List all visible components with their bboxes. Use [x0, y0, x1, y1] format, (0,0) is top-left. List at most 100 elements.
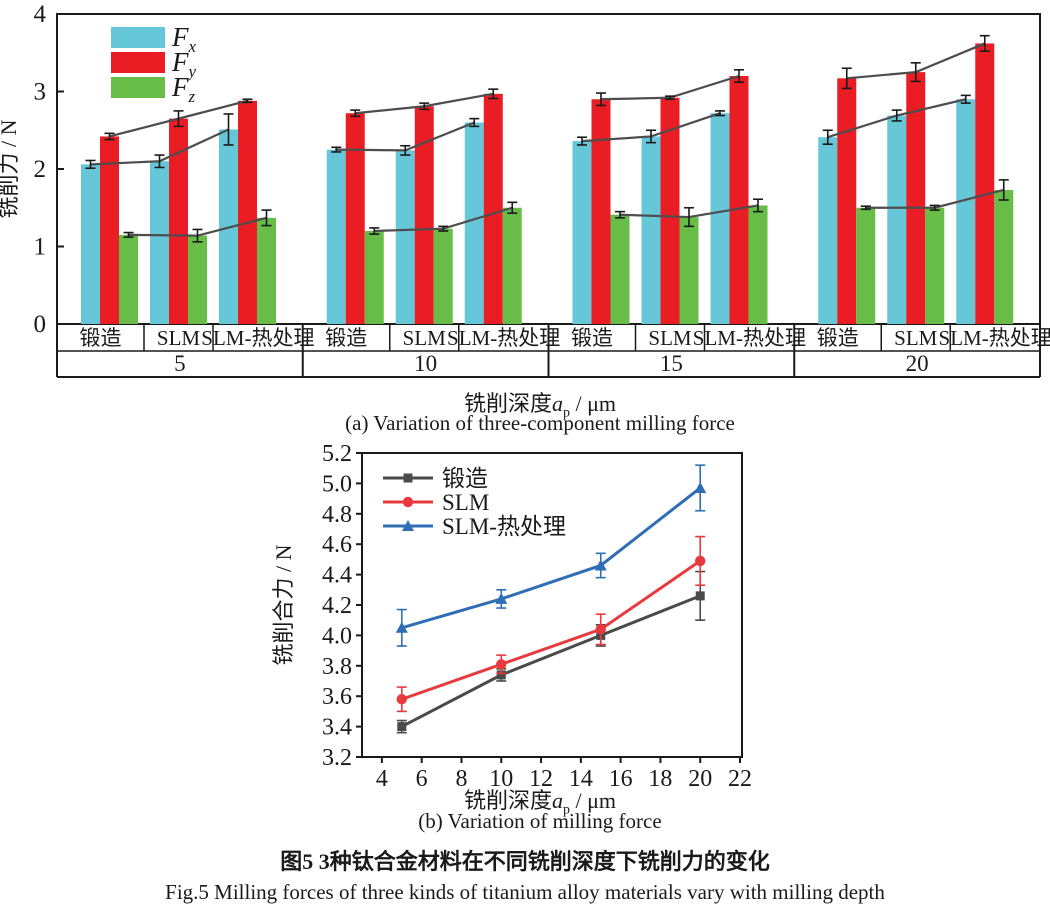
error-bar: [753, 198, 763, 213]
legend-swatch: [111, 27, 165, 48]
circle-marker: [396, 694, 407, 705]
error-bar: [261, 209, 272, 227]
x-tick-label: 16: [609, 766, 633, 792]
error-bar: [998, 179, 1009, 201]
chart-b-xlabel: 铣削深度ap / μm: [30, 783, 1050, 818]
error-bar: [419, 102, 430, 111]
bar-fz-depth10-m2: [502, 207, 522, 324]
square-marker: [403, 473, 413, 483]
error-bar: [369, 227, 380, 235]
y-tick-label: 2: [34, 156, 47, 183]
bar-fy-depth20-m1: [906, 72, 926, 324]
y-tick-label: 4.4: [322, 563, 352, 589]
bar-fx-depth20-m2: [956, 99, 976, 324]
error-bar: [400, 144, 411, 156]
error-bar: [242, 98, 253, 104]
y-tick-label: 5.2: [322, 445, 352, 467]
triangle-marker: [495, 592, 508, 604]
error-bar: [979, 34, 990, 53]
x-tick-label: 6: [416, 766, 428, 792]
material-label: SLM: [157, 326, 201, 350]
series-line: [401, 559, 702, 701]
triangle-marker: [402, 520, 414, 531]
bar-fx-depth5-m1: [150, 161, 169, 324]
error-bar: [684, 206, 694, 228]
bar-fz-depth20-m2: [994, 189, 1014, 324]
legend-label: SLM: [442, 490, 489, 515]
error-bar: [841, 67, 852, 90]
depth-label: 15: [660, 351, 683, 376]
bar-fx-depth15-m1: [641, 136, 661, 324]
triangle-marker: [594, 559, 607, 571]
bar-fz-depth15-m0: [610, 214, 630, 324]
error-bar: [192, 228, 203, 243]
legend-label: Fx: [171, 22, 197, 56]
error-bar: [646, 129, 656, 144]
error-bar: [223, 113, 234, 146]
y-tick-label: 3.2: [322, 745, 352, 771]
y-tick-label: 3: [34, 79, 47, 106]
square-marker: [496, 670, 506, 680]
series-circle: [396, 535, 706, 713]
x-tick-label: 8: [455, 766, 467, 792]
x-tick-label: 4: [376, 766, 388, 792]
error-bar: [577, 136, 587, 146]
line-chart-resultant-force: 4 6 8 10 12 14 16 18 20 22 3.2 3.4 3.6 3.8 4.0 4.2 4.4 4.…: [271, 445, 752, 792]
legend-label: Fy: [171, 47, 197, 81]
material-label: SLM-热处理: [693, 326, 806, 350]
circle-marker: [402, 496, 414, 508]
error-bar: [734, 69, 744, 83]
xlabel-variable: a: [551, 788, 563, 813]
error-bar: [860, 205, 871, 211]
bar-fy-depth5-m1: [169, 118, 188, 324]
xlabel-subscript: p: [562, 802, 570, 818]
y-tick-label: 3.8: [322, 654, 352, 680]
material-label: SLM: [894, 326, 938, 350]
material-label: SLM-热处理: [447, 326, 560, 350]
bar-fz-depth10-m0: [364, 231, 384, 324]
depth-label: 10: [414, 351, 437, 376]
circle-marker: [695, 555, 706, 567]
figure-caption-english: Fig.5 Milling forces of three kinds of t…: [165, 880, 885, 904]
triangle-marker: [694, 481, 707, 493]
xlabel-subscript: p: [562, 405, 570, 421]
error-bar: [891, 109, 902, 122]
material-label: SLM: [648, 326, 692, 350]
y-tick-label: 4.8: [322, 502, 352, 528]
depth-label: 5: [174, 351, 186, 376]
error-bar: [715, 110, 725, 117]
bar-fz-depth15-m1: [679, 217, 699, 324]
y-tick-label: 5.0: [322, 471, 352, 497]
chart-b-caption: (b) Variation of milling force: [418, 809, 662, 833]
material-label: 锻造: [80, 326, 122, 350]
xlabel-prefix: 铣削深度: [463, 788, 552, 813]
y-tick-label: 3.6: [322, 684, 352, 710]
bar-fx-depth10-m1: [395, 150, 415, 324]
bar-fy-depth15-m2: [729, 76, 749, 324]
y-tick-label: 4.2: [322, 593, 352, 619]
error-bar: [438, 225, 449, 232]
y-tick-label: 4.0: [322, 623, 352, 649]
error-bar: [665, 95, 675, 101]
xlabel-prefix: 铣削深度: [463, 391, 552, 416]
error-bar: [85, 159, 96, 170]
circle-marker: [595, 624, 606, 635]
circle-marker: [496, 659, 507, 670]
bar-fx-depth15-m2: [710, 113, 730, 324]
bar-fz-depth20-m1: [925, 207, 945, 324]
x-tick-label: 12: [529, 766, 553, 792]
series-line: [401, 594, 701, 728]
legend-swatch: [111, 77, 165, 98]
y-axis-title: 铣削合力 / N: [271, 544, 296, 665]
xlabel-variable: a: [551, 391, 563, 416]
bar-fz-depth5-m0: [119, 234, 138, 324]
bar-fz-depth5-m1: [188, 235, 207, 324]
material-label: SLM: [403, 326, 447, 350]
error-bar: [507, 201, 518, 214]
material-label: 锻造: [325, 326, 367, 350]
bar-fy-depth5-m0: [100, 136, 119, 324]
error-bar: [488, 88, 499, 100]
error-bar: [929, 204, 940, 211]
error-bar: [596, 92, 606, 107]
